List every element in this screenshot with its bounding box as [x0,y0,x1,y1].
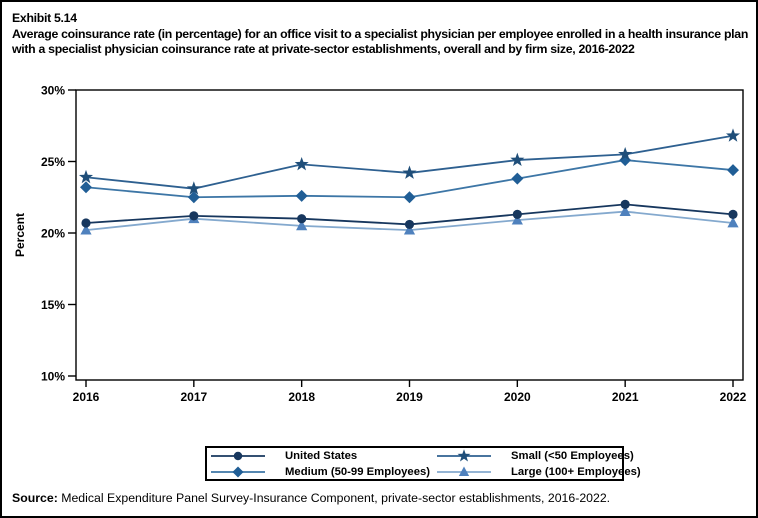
legend-label: Small (<50 Employees) [511,449,634,462]
united-states-circle-marker-icon [211,451,265,460]
large-triangle-marker-icon [437,465,491,476]
diamond-marker-icon [187,191,200,204]
y-tick-label: 10% [41,370,65,384]
triangle-marker-icon [403,224,416,235]
diamond-marker-icon [80,181,92,194]
diamond-marker-icon [232,465,244,478]
x-tick-label: 2016 [73,390,100,404]
circle-marker-icon [404,219,415,230]
triangle-marker-icon [511,214,523,225]
legend-item-united-states: United States [210,448,436,463]
y-tick-label: 15% [41,298,65,312]
legend-item-medium: Medium (50-99 Employees) [210,464,436,479]
legend-label: United States [285,449,358,462]
star-marker-icon [510,152,525,167]
chart-title: Average coinsurance rate (in percentage)… [12,26,749,57]
star-marker-icon [725,128,741,142]
x-tick-label: 2021 [612,390,639,404]
diamond-marker-icon [511,172,524,185]
diamond-marker-icon [403,191,416,204]
y-tick-label: 25% [41,155,65,169]
y-tick-label: 20% [41,227,65,241]
legend-label: Medium (50-99 Employees) [285,465,431,478]
plot-border [75,89,744,381]
y-axis-title: Percent [13,213,27,257]
small-star-marker-icon [437,448,491,462]
plot-area: 30% 25% 20% 15% 10% 2016 2017 2018 2019 2020 2021 2… [13,84,747,405]
triangle-marker-icon [619,205,631,216]
triangle-marker-icon [727,216,739,228]
triangle-marker-icon [296,219,308,231]
legend-label: Large (100+ Employees) [511,465,641,478]
star-marker-icon [402,165,417,179]
star-marker-icon [618,146,633,161]
x-tick-label: 2020 [504,390,531,404]
star-marker-icon [186,181,201,195]
x-tick-label: 2017 [180,390,207,404]
source-text: Medical Expenditure Panel Survey-Insuran… [57,491,611,505]
circle-marker-icon [189,211,199,221]
triangle-marker-icon [458,465,470,476]
chart-header: Exhibit 5.14 Average coinsurance rate (i… [12,11,752,58]
circle-marker-icon [233,451,243,460]
y-tick-label: 30% [41,84,65,98]
circle-marker-icon [512,209,522,220]
legend-item-small: Small (<50 Employees) [436,448,641,463]
source-label: Source: [12,491,58,505]
source-line: Source: Medical Expenditure Panel Survey… [12,491,610,505]
circle-marker-icon [728,209,738,220]
triangle-marker-icon [80,224,92,235]
diamond-marker-icon [727,164,739,177]
star-marker-icon [78,169,94,184]
star-marker-icon [457,448,471,462]
circle-marker-icon [620,199,630,209]
circle-marker-icon [297,214,307,224]
exhibit-label: Exhibit 5.14 [12,11,77,25]
x-tick-label: 2022 [720,390,747,404]
series-line-star [85,134,734,190]
x-tick-label: 2018 [288,390,315,404]
x-tick-label: 2019 [396,390,423,404]
legend: United States Small (<50 Employees) Medi… [205,446,641,481]
circle-marker-icon [81,218,91,228]
star-marker-icon [294,156,309,171]
legend-item-large: Large (100+ Employees) [436,464,641,479]
diamond-marker-icon [295,189,308,202]
medium-diamond-marker-icon [211,465,265,478]
